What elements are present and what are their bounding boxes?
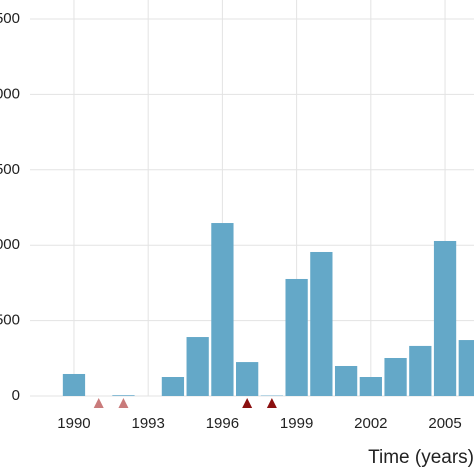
bar	[211, 223, 234, 396]
x-axis-title: Time (years)	[368, 447, 474, 468]
event-marker	[118, 398, 129, 408]
y-tick-label: 2500	[0, 10, 20, 27]
x-tick-label: 1996	[206, 415, 239, 432]
bar	[62, 373, 86, 396]
x-tick-label: 2005	[428, 415, 461, 432]
x-tick-label: 1990	[57, 415, 90, 432]
x-tick-label: 1993	[131, 415, 164, 432]
event-marker	[93, 398, 104, 408]
y-tick-label: 1500	[0, 161, 20, 178]
bar	[161, 376, 185, 396]
bar	[186, 337, 209, 396]
bar	[409, 345, 432, 396]
bar	[334, 365, 358, 396]
bar	[112, 395, 135, 396]
y-tick-label: 0	[12, 387, 20, 404]
bar	[384, 357, 407, 396]
y-tick-label: 500	[0, 312, 20, 329]
bar	[310, 251, 333, 396]
x-tick-label: 2002	[354, 415, 387, 432]
bar	[359, 376, 382, 396]
bar	[285, 278, 308, 396]
bar	[236, 362, 259, 396]
bar	[433, 240, 457, 396]
y-tick-label: 2000	[0, 85, 20, 102]
event-marker	[266, 398, 277, 408]
event-marker	[242, 398, 253, 408]
y-tick-label: 1000	[0, 236, 20, 253]
x-tick-label: 1999	[280, 415, 313, 432]
bar	[458, 340, 474, 396]
